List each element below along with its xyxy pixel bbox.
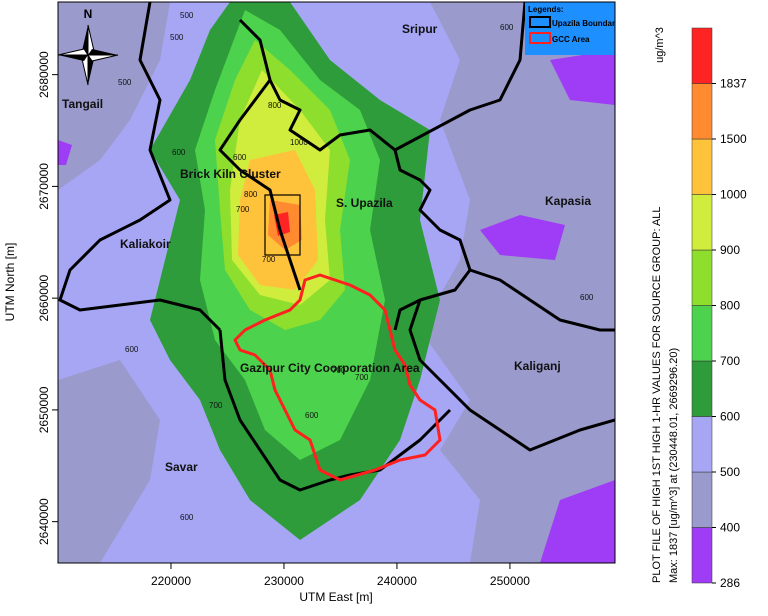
y-tick-label: 2650000 [37,386,51,433]
y-tick-label: 2670000 [37,163,51,210]
contour-label: 500 [170,33,184,42]
colorbar-label: 1500 [720,132,747,146]
boundary [238,18,472,331]
x-tick-label: 220000 [151,574,191,588]
legend-swatch [529,32,551,44]
colorbar-band [691,360,713,417]
y-tick-label: 2660000 [37,274,51,321]
x-tick-label: 230000 [264,574,304,588]
contour-label: 800 [244,190,258,199]
contour-label: 600 [305,411,319,420]
contour-label: 600 [125,345,139,354]
y-tick-label: 2640000 [37,498,51,545]
contour-region [540,480,615,563]
contour-label: 600 [180,513,194,522]
contour-label: 700 [355,373,369,382]
legend [525,2,615,55]
map-frame [57,1,616,564]
colorbar-band [691,416,713,473]
contour-label: 800 [268,101,282,110]
colorbar-label: 286 [720,576,740,590]
colorbar-unit: ug/m^3 [654,27,666,63]
contour-label: 700 [209,401,223,410]
x-tick-label: 250000 [490,574,530,588]
legend-label: GCC Area [552,35,590,44]
colorbar-band [691,194,713,251]
contour-label: 500 [118,78,132,87]
north-arrow [58,24,119,86]
place-label: Gazipur City Coorporation Area [240,361,420,375]
place-label: Sripur [402,22,438,36]
colorbar-band [691,83,713,140]
boundary [58,2,222,332]
x-axis-title: UTM East [m] [299,590,372,604]
y-tick-label: 2680000 [37,51,51,98]
contour-region [58,140,72,165]
colorbar-label: 400 [720,521,740,535]
place-label: Brick Kiln Cluster [180,167,281,181]
north-label: N [84,7,93,21]
boundary [408,299,615,452]
legend-label: Upazila Boundary [552,19,620,28]
contour-label: 700 [236,205,250,214]
contour-label: 500 [180,11,194,20]
colorbar-title: PLOT FILE OF HIGH 1ST HIGH 1-HR VALUES F… [651,206,663,583]
place-label: Tangail [62,97,103,111]
contour-label: 1000 [290,138,308,147]
colorbar-band [691,249,713,306]
colorbar-band [691,527,713,584]
contour-region [58,360,160,563]
x-tick-label: 240000 [377,574,417,588]
y-axis-title: UTM North [m] [3,243,17,322]
colorbar-subtitle: Max: 1837 [ug/m^3] at (230448.01, 266929… [668,348,680,583]
contour-label: 600 [233,153,247,162]
colorbar-label: 500 [720,465,740,479]
colorbar-band [691,305,713,362]
gcc-boundary [233,273,442,482]
contour-label: 700 [332,366,346,375]
boundary [469,268,615,332]
contour-region [420,2,615,563]
contour-label: 600 [580,293,594,302]
place-label: Kapasia [545,194,591,208]
colorbar-band [691,138,713,195]
place-label: Kaliganj [514,359,561,373]
boundary [218,329,452,492]
place-label: Kaliakoir [120,237,171,251]
contour-label: 700 [262,255,276,264]
colorbar-label: 600 [720,410,740,424]
colorbar-band [691,27,713,84]
legend-title: Legends: [528,5,564,14]
brick-kiln-box [264,194,301,256]
place-label: S. Upazila [336,196,393,210]
colorbar-label: 800 [720,299,740,313]
contour-region [550,50,615,105]
boundary [394,2,527,152]
contour-label: 600 [500,23,514,32]
boundary [218,79,302,291]
colorbar-band [691,471,713,528]
contour-map: N Legends: Upazila Boundary GCC Area Tanga… [58,2,620,563]
place-label: Savar [165,460,198,474]
colorbar-label: 700 [720,354,740,368]
colorbar-label: 1000 [720,188,747,202]
colorbar-label: 900 [720,243,740,257]
legend-swatch [529,16,551,28]
contour-region [480,215,565,260]
contour-label: 600 [172,148,186,157]
colorbar-label: 1837 [720,77,747,91]
